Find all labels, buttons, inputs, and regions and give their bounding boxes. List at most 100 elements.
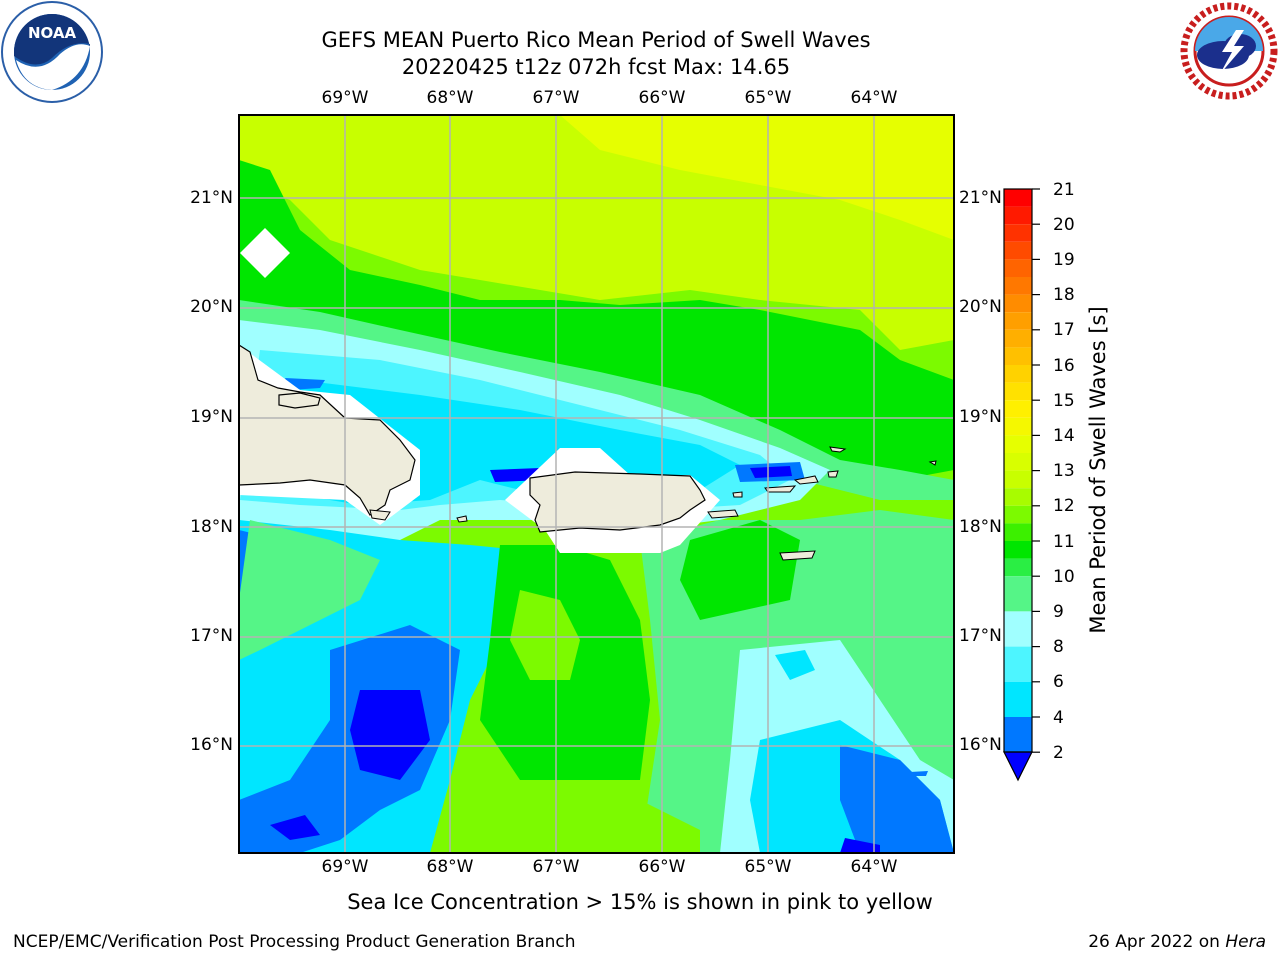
cbar-tick-21: 21 [1053, 180, 1075, 200]
lon-label-top-67w: 67°W [532, 88, 580, 108]
land-st-croix [779, 550, 816, 561]
field-2s-south [350, 690, 430, 780]
cbar-11-12 [1004, 505, 1032, 524]
cbar-tick-10: 10 [1053, 567, 1075, 587]
field-4s-saba [910, 771, 928, 776]
cbar-12-13b [1004, 488, 1032, 506]
cbar-19-20 [1004, 224, 1032, 242]
field-12s-central [510, 590, 580, 680]
land-mona [456, 515, 468, 523]
lat-label-right-20n: 20°N [959, 297, 1002, 317]
chart-subtitle: 20220425 t12z 072h fcst Max: 14.65 [401, 55, 791, 79]
field-14s [560, 115, 954, 240]
lat-label-left-20n: 20°N [190, 297, 233, 317]
cbar-12-13 [1004, 470, 1032, 489]
lat-label-right-16n: 16°N [959, 735, 1002, 755]
land-culebra [732, 491, 743, 498]
lat-label-left-18n: 18°N [190, 517, 233, 537]
lon-label-bottom-65w: 65°W [744, 857, 792, 877]
field-4s-se [840, 745, 954, 853]
lon-label-top-66w: 66°W [638, 88, 686, 108]
lat-label-left-19n: 19°N [190, 407, 233, 427]
cbar-18-19 [1004, 259, 1032, 277]
cbar-17-18 [1004, 294, 1032, 313]
cbar-10-11b [1004, 558, 1032, 577]
cbar-16-17 [1004, 329, 1032, 348]
field-11s-north [239, 160, 954, 480]
chart-title: GEFS MEAN Puerto Rico Mean Period of Swe… [321, 28, 871, 52]
cbar-18-19b [1004, 277, 1032, 295]
land-st-thomas [764, 485, 797, 493]
cbar-4-6 [1004, 681, 1032, 717]
mask-nw [240, 228, 290, 278]
cbar-tick-14: 14 [1053, 426, 1075, 446]
lon-label-top-64w: 64°W [850, 88, 898, 108]
field-6s-patch [775, 650, 815, 680]
lon-label-bottom-68w: 68°W [426, 857, 474, 877]
lat-label-left-16n: 16°N [190, 735, 233, 755]
cbar-9-10 [1004, 576, 1032, 612]
lat-label-right-18n: 18°N [959, 517, 1002, 537]
map-plot-area [239, 115, 954, 853]
lon-label-bottom-67w: 67°W [532, 857, 580, 877]
cbar-15-16 [1004, 365, 1032, 383]
cbar-tick-18: 18 [1053, 285, 1075, 305]
land-sombrero [928, 460, 937, 466]
colorbar [1003, 188, 1040, 782]
lon-label-bottom-69w: 69°W [321, 857, 369, 877]
field-4s-south [239, 625, 460, 853]
land-tortola [793, 475, 819, 485]
lat-label-right-19n: 19°N [959, 407, 1002, 427]
lat-label-right-17n: 17°N [959, 626, 1002, 646]
lon-label-top-69w: 69°W [321, 88, 369, 108]
noaa-logo: NOAA [1, 1, 103, 103]
footer-date-text: 26 Apr 2022 on [1088, 932, 1226, 952]
cbar-20-21 [1004, 189, 1032, 207]
cbar-tick-17: 17 [1053, 320, 1075, 340]
cbar-tick-11: 11 [1053, 532, 1075, 552]
field-2s-vi [750, 466, 792, 478]
cbar-13-14 [1004, 435, 1032, 453]
land-saona [369, 509, 391, 521]
field-2s-sw [270, 815, 320, 840]
sea-ice-note: Sea Ice Concentration > 15% is shown in … [347, 890, 933, 914]
cbar-tick-20: 20 [1053, 215, 1075, 235]
cbar-2-4 [1004, 717, 1032, 753]
land-anegada [829, 446, 847, 453]
footer-date: 26 Apr 2022 on Hera [1088, 932, 1266, 952]
cbar-tick-19: 19 [1053, 250, 1075, 270]
land-virgin-gorda [827, 470, 839, 478]
noaa-logo-text: NOAA [28, 24, 77, 42]
cbar-10-11 [1004, 541, 1032, 559]
lon-label-bottom-66w: 66°W [638, 857, 686, 877]
lat-label-left-21n: 21°N [190, 188, 233, 208]
cbar-ticks [1032, 188, 1040, 753]
land-vieques [707, 509, 739, 519]
cbar-13-14b [1004, 453, 1032, 471]
lat-label-right-21n: 21°N [959, 188, 1002, 208]
cbar-8-9 [1004, 611, 1032, 647]
nws-logo [1180, 2, 1278, 100]
cbar-20-21b [1004, 206, 1032, 225]
cbar-tick-9: 9 [1053, 602, 1064, 622]
cbar-11-12b [1004, 523, 1032, 541]
cbar-6-8 [1004, 646, 1032, 682]
cbar-19-20b [1004, 241, 1032, 260]
cbar-tick-13: 13 [1053, 461, 1075, 481]
cbar-15-16b [1004, 382, 1032, 401]
cbar-tick-2: 2 [1053, 743, 1064, 763]
cbar-16-17b [1004, 347, 1032, 365]
cbar-tick-12: 12 [1053, 496, 1075, 516]
lat-label-left-17n: 17°N [190, 626, 233, 646]
field-11s-east [680, 520, 800, 620]
cbar-tick-6: 6 [1053, 672, 1064, 692]
cbar-tick-4: 4 [1053, 708, 1064, 728]
colorbar-label: Mean Period of Swell Waves [s] [1086, 306, 1110, 634]
lon-label-bottom-64w: 64°W [850, 857, 898, 877]
cbar-tick-8: 8 [1053, 637, 1064, 657]
graticule [239, 115, 954, 853]
lon-label-top-65w: 65°W [744, 88, 792, 108]
field-12s-south [470, 790, 700, 853]
map-frame [238, 114, 955, 854]
